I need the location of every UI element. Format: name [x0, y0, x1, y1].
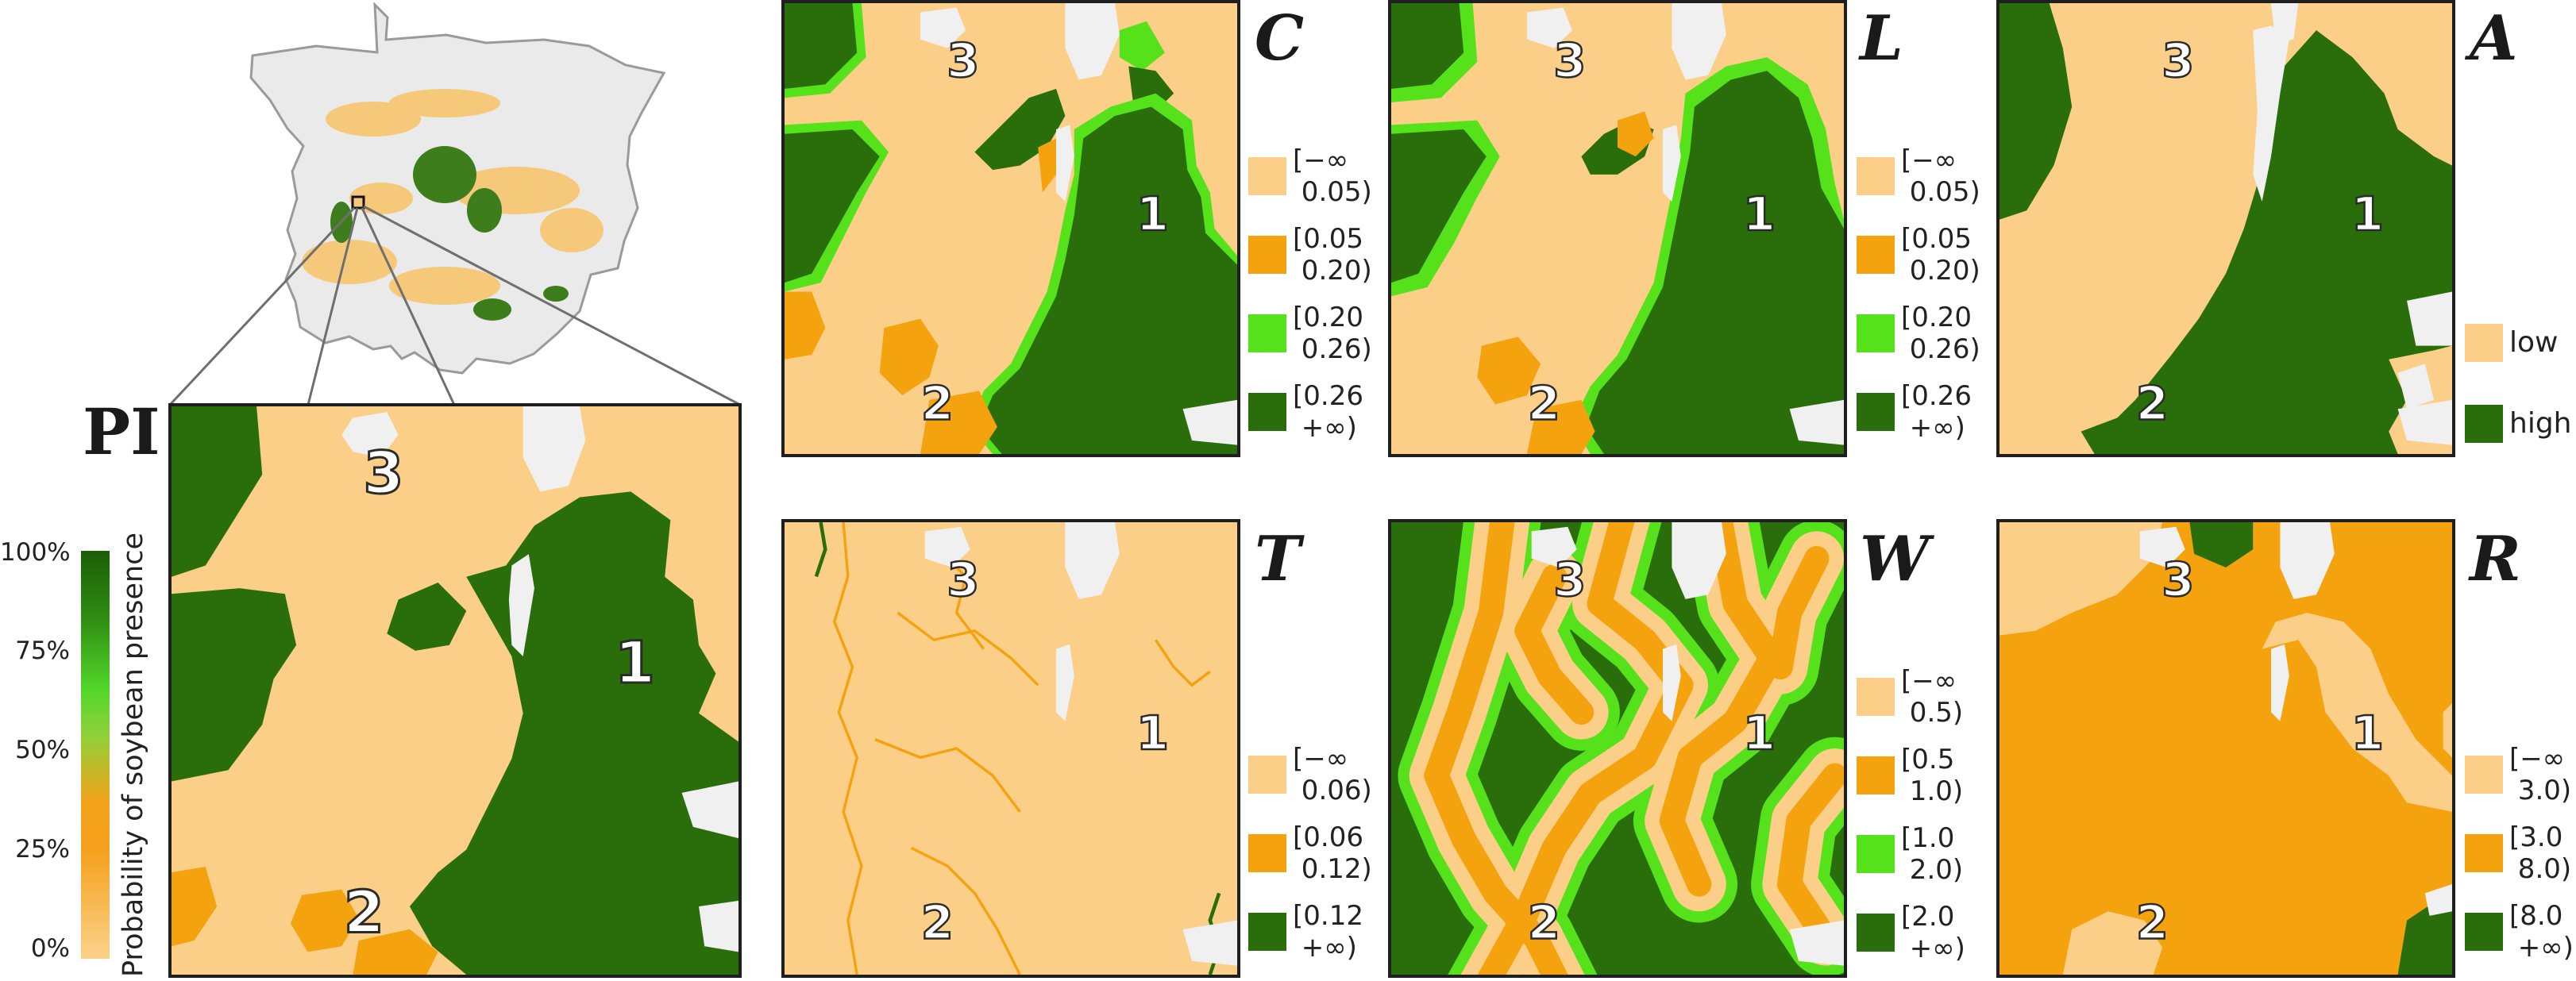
region-label: 1 [1743, 706, 1776, 760]
panel-pi-probability-map: 3 1 2 [168, 403, 742, 978]
panel-c-map: 3 1 2 [781, 0, 1240, 457]
panel-l-map: 3 1 2 [1388, 0, 1847, 457]
probability-colorbar [81, 551, 110, 959]
colorbar-tick: 0% [30, 934, 70, 963]
panel-label-l: L [1860, 2, 1903, 75]
legend-item: [0.20 0.26) [1857, 302, 1980, 365]
legend-item: [0.26 +∞) [1248, 380, 1363, 444]
region-label: 1 [2351, 187, 2384, 241]
panel-label-c: C [1255, 2, 1305, 75]
legend-item: [3.0 8.0) [2465, 821, 2571, 885]
region-label: 3 [947, 33, 979, 88]
legend-item: low [2465, 324, 2558, 362]
legend-item: [2.0 +∞) [1857, 901, 1965, 964]
region-label: 2 [921, 895, 954, 950]
region-label: 3 [364, 440, 404, 507]
region-label: 2 [2136, 895, 2169, 950]
region-label: 2 [344, 879, 384, 947]
legend-item: [−∞ 3.0) [2465, 743, 2571, 806]
region-label: 1 [1743, 187, 1776, 241]
overview-panel-label: PI [83, 394, 160, 469]
legend-item: [−∞ 0.5) [1857, 665, 1963, 729]
legend-item: [0.26 +∞) [1857, 380, 1972, 444]
colorbar-title: Probability of soybean presence [118, 533, 149, 977]
region-label: 2 [1528, 376, 1560, 431]
legend-item: [0.5 1.0) [1857, 744, 1963, 807]
legend-item: high [2465, 405, 2572, 443]
legend-item: [0.05 0.20) [1248, 223, 1372, 287]
panel-t-map: 3 1 2 [781, 519, 1240, 978]
panel-label-r: R [2470, 523, 2521, 595]
legend-item: [0.06 0.12) [1248, 821, 1372, 885]
legend-item: [0.20 0.26) [1248, 302, 1372, 365]
legend-item: [−∞ 0.05) [1857, 144, 1980, 208]
region-label: 1 [1136, 187, 1169, 241]
region-label: 3 [1553, 33, 1586, 88]
legend-item: [−∞ 0.05) [1248, 144, 1372, 208]
region-label: 1 [615, 629, 655, 697]
panel-label-w: W [1860, 523, 1930, 595]
panel-label-a: A [2470, 2, 2518, 75]
panel-w-map: 3 1 2 [1388, 519, 1847, 978]
region-label: 2 [921, 376, 954, 431]
region-label: 3 [2161, 552, 2194, 607]
region-label: 3 [1553, 552, 1586, 607]
legend-item: [1.0 2.0) [1857, 822, 1963, 886]
colorbar-tick: 25% [15, 835, 70, 864]
state-overview-map [249, 2, 666, 375]
legend-item: [0.12 +∞) [1248, 900, 1363, 964]
panel-r-map: 3 1 2 [1996, 519, 2455, 978]
region-label: 2 [1528, 895, 1560, 950]
panel-a-map: 3 1 2 [1996, 0, 2455, 457]
legend-item: [−∞ 0.06) [1248, 743, 1372, 806]
colorbar-tick: 100% [0, 538, 71, 567]
colorbar-tick: 50% [15, 736, 70, 764]
legend-item: [0.05 0.20) [1857, 223, 1980, 287]
region-label: 3 [2161, 33, 2194, 88]
panel-label-t: T [1255, 523, 1301, 595]
region-label: 2 [2136, 376, 2169, 431]
legend-item: [8.0 +∞) [2465, 900, 2574, 964]
region-label: 1 [1136, 706, 1169, 760]
colorbar-tick: 75% [15, 637, 70, 665]
region-label: 1 [2351, 706, 2384, 760]
region-label: 3 [947, 552, 979, 607]
